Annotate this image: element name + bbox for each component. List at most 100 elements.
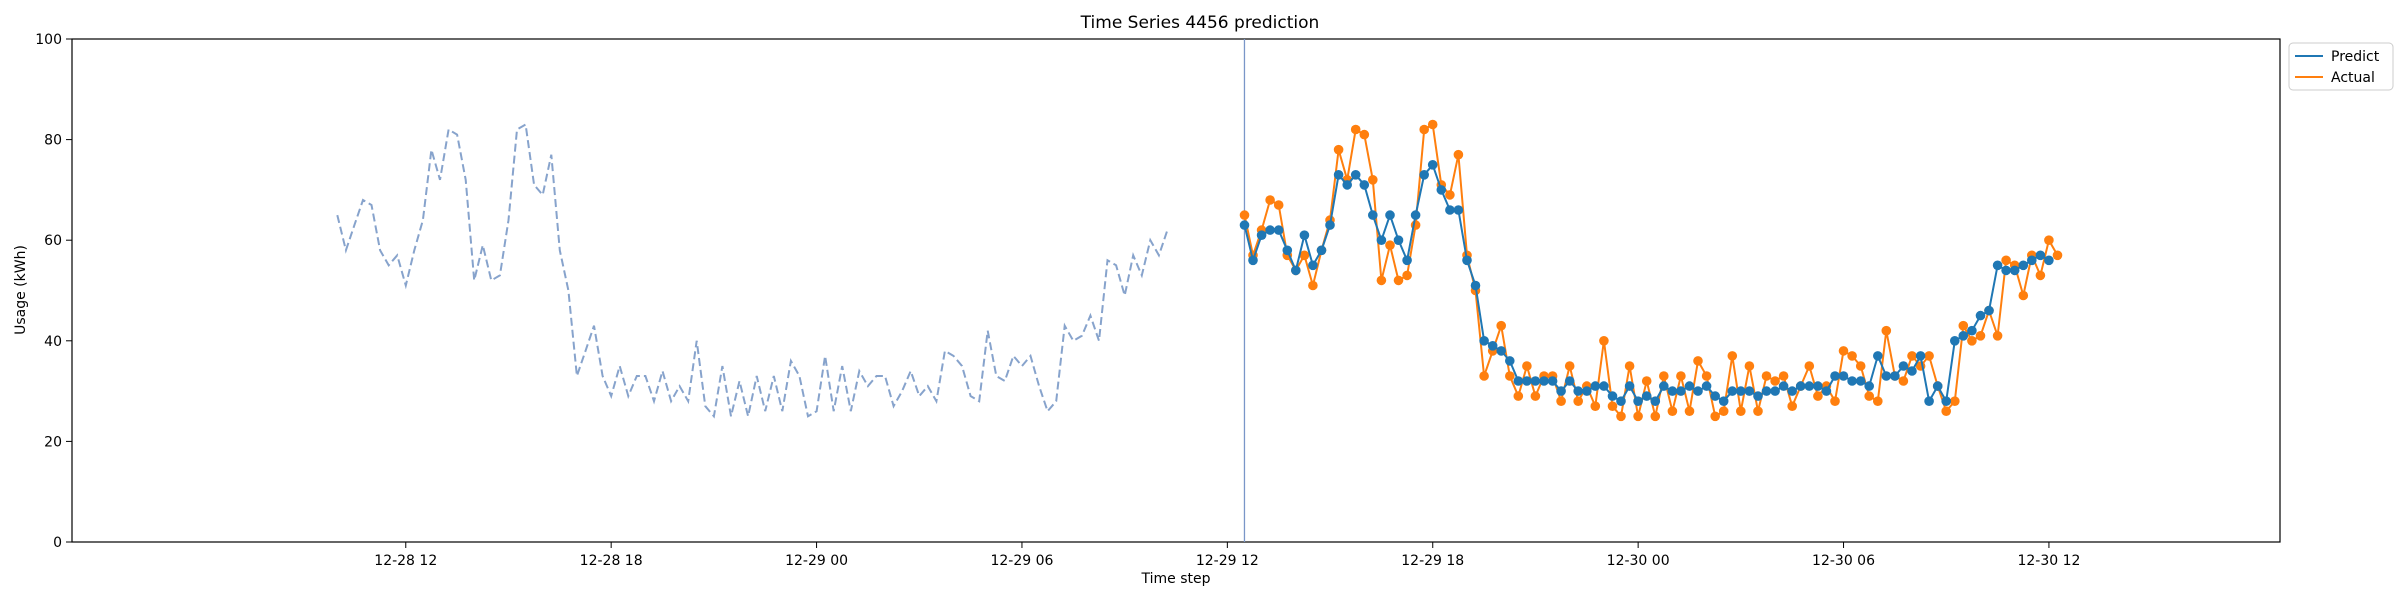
actual-point xyxy=(1838,346,1849,356)
actual-point xyxy=(1359,129,1370,140)
predict-point xyxy=(1813,381,1823,391)
actual-point xyxy=(1427,119,1438,130)
predict-point xyxy=(1941,396,1951,407)
predict-point xyxy=(1453,205,1464,215)
actual-point xyxy=(2052,250,2063,261)
predict-point xyxy=(1684,381,1695,391)
actual-point xyxy=(1633,411,1643,422)
predict-point xyxy=(1385,210,1395,220)
predict-point xyxy=(1718,396,1729,407)
actual-point xyxy=(1273,200,1284,210)
actual-point xyxy=(1564,361,1575,371)
predict-point xyxy=(1273,225,1284,235)
predict-point xyxy=(1898,361,1909,371)
y-tick-label: 0 xyxy=(53,535,62,551)
actual-point xyxy=(1453,149,1464,160)
actual-point xyxy=(1376,275,1387,286)
actual-point xyxy=(1308,280,1318,291)
predict-point xyxy=(1967,325,1977,336)
predict-point xyxy=(1992,260,2003,271)
actual-point xyxy=(1778,371,1789,381)
actual-point xyxy=(1590,401,1601,412)
predict-point xyxy=(2027,255,2037,266)
predict-point xyxy=(1701,381,1712,391)
actual-point xyxy=(1624,361,1635,371)
actual-point xyxy=(1650,411,1661,422)
predict-point xyxy=(1556,386,1566,396)
actual-point xyxy=(1864,391,1874,401)
predict-point xyxy=(1376,235,1387,245)
chart-title: Time Series 4456 prediction xyxy=(1080,13,1320,33)
actual-point xyxy=(1676,371,1686,381)
predict-point xyxy=(1650,396,1661,407)
x-tick-label: 12-30 06 xyxy=(1812,553,1875,569)
predict-point xyxy=(1915,351,1926,361)
predict-point xyxy=(1821,386,1832,396)
predict-point xyxy=(1795,381,1806,391)
predict-point xyxy=(1427,160,1438,170)
predict-point xyxy=(1975,310,1986,321)
predict-point xyxy=(1855,376,1866,386)
actual-point xyxy=(1744,361,1755,371)
predict-point xyxy=(1505,356,1515,366)
predict-point xyxy=(1564,376,1575,386)
predict-point xyxy=(1599,381,1609,391)
actual-point xyxy=(1299,250,1310,261)
actual-point xyxy=(1530,391,1541,401)
actual-point xyxy=(1975,331,1986,341)
x-tick-label: 12-28 18 xyxy=(580,553,643,569)
predict-point xyxy=(1761,386,1772,396)
actual-point xyxy=(1710,411,1720,422)
history-line xyxy=(336,122,1169,419)
actual-point xyxy=(1727,351,1738,361)
actual-point xyxy=(1599,336,1609,346)
predict-point xyxy=(1530,376,1541,386)
actual-point xyxy=(1907,351,1917,361)
actual-point xyxy=(1659,371,1669,381)
actual-point xyxy=(1992,331,2003,341)
predict-point xyxy=(1402,255,1412,266)
y-axis-label: Usage (kWh) xyxy=(13,245,29,335)
predict-point xyxy=(1479,336,1489,346)
actual-point xyxy=(1941,406,1951,417)
predict-point xyxy=(1616,396,1626,407)
x-tick-label: 12-30 12 xyxy=(2017,553,2080,569)
predict-point xyxy=(1265,225,1275,235)
actual-point xyxy=(1385,240,1395,250)
predict-point xyxy=(1582,386,1592,396)
predict-point xyxy=(1522,376,1532,386)
predict-point xyxy=(2018,260,2029,271)
predict-point xyxy=(2009,265,2020,276)
x-tick-label: 12-29 00 xyxy=(785,553,848,569)
actual-point xyxy=(1804,361,1815,371)
predict-point xyxy=(1333,170,1344,180)
x-tick-label: 12-29 18 xyxy=(1401,553,1464,569)
actual-point xyxy=(1350,124,1361,135)
predict-point xyxy=(1325,220,1335,230)
predict-point xyxy=(1778,381,1789,391)
predict-point xyxy=(1924,396,1934,407)
actual-point xyxy=(1402,270,1412,281)
x-axis-label: Time step xyxy=(1141,571,1211,587)
actual-point xyxy=(1333,144,1344,155)
predict-point xyxy=(1667,386,1678,396)
actual-point xyxy=(1701,371,1712,381)
predict-point xyxy=(1539,376,1549,386)
actual-point xyxy=(1847,351,1857,361)
predict-point xyxy=(1350,170,1361,180)
predict-line xyxy=(1243,162,2050,405)
actual-point xyxy=(1958,320,1969,331)
predict-point xyxy=(1624,381,1635,391)
predict-point xyxy=(1436,185,1447,195)
actual-point xyxy=(1718,406,1729,417)
predict-point xyxy=(1342,180,1352,190)
predict-point xyxy=(1753,391,1763,401)
predict-point xyxy=(1633,396,1643,407)
predict-point xyxy=(1950,336,1960,346)
plot-frame xyxy=(71,38,2281,543)
actual-point xyxy=(1770,376,1780,386)
actual-point xyxy=(1556,396,1566,407)
actual-point xyxy=(2018,290,2029,301)
predict-point xyxy=(2001,265,2011,276)
